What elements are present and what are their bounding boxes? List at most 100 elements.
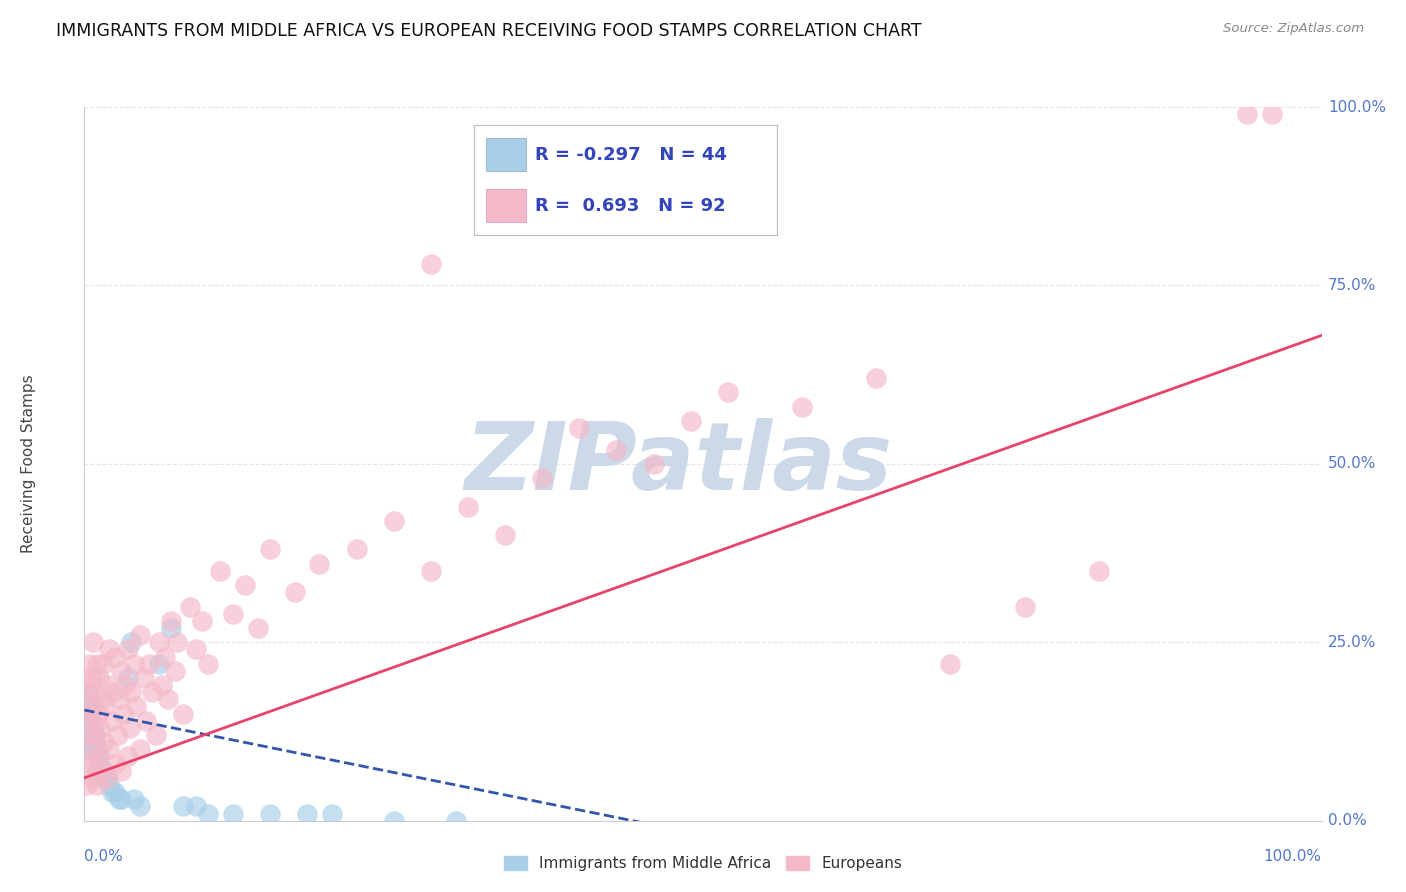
- Point: [172, 799, 194, 814]
- Point: [1014, 599, 1036, 614]
- Point: [129, 628, 152, 642]
- Text: IMMIGRANTS FROM MIDDLE AFRICA VS EUROPEAN RECEIVING FOOD STAMPS CORRELATION CHAR: IMMIGRANTS FROM MIDDLE AFRICA VS EUROPEA…: [56, 22, 922, 40]
- Point: [141, 685, 163, 699]
- Point: [96, 771, 118, 785]
- Point: [79, 721, 101, 735]
- Point: [135, 714, 157, 728]
- Point: [86, 742, 108, 756]
- Text: 100.0%: 100.0%: [1327, 100, 1386, 114]
- Point: [80, 742, 103, 756]
- Point: [117, 642, 139, 657]
- Point: [110, 764, 132, 778]
- Point: [89, 671, 111, 685]
- Text: 25.0%: 25.0%: [1327, 635, 1376, 649]
- Point: [79, 657, 101, 671]
- Point: [104, 785, 127, 799]
- Text: 0.0%: 0.0%: [1327, 814, 1367, 828]
- Point: [120, 685, 142, 699]
- Point: [308, 557, 330, 571]
- Point: [120, 721, 142, 735]
- Point: [76, 706, 98, 721]
- Text: 100.0%: 100.0%: [1264, 849, 1322, 864]
- Point: [98, 642, 121, 657]
- Point: [197, 657, 219, 671]
- Point: [83, 756, 105, 771]
- Point: [346, 542, 368, 557]
- Point: [101, 685, 124, 699]
- Point: [148, 657, 170, 671]
- Point: [1088, 564, 1111, 578]
- Point: [117, 749, 139, 764]
- Point: [157, 692, 180, 706]
- Point: [104, 756, 127, 771]
- Point: [129, 742, 152, 756]
- Point: [80, 671, 103, 685]
- Point: [259, 542, 281, 557]
- Point: [89, 749, 111, 764]
- Point: [153, 649, 176, 664]
- Point: [79, 699, 101, 714]
- Point: [96, 678, 118, 692]
- Point: [77, 742, 100, 756]
- Point: [132, 671, 155, 685]
- Point: [1261, 107, 1284, 121]
- Point: [321, 806, 343, 821]
- Point: [246, 621, 269, 635]
- Point: [82, 742, 104, 756]
- Point: [77, 685, 100, 699]
- Point: [89, 756, 111, 771]
- Point: [108, 792, 131, 806]
- Legend: Immigrants from Middle Africa, Europeans: Immigrants from Middle Africa, Europeans: [498, 849, 908, 877]
- Point: [138, 657, 160, 671]
- Point: [150, 678, 173, 692]
- Point: [108, 692, 131, 706]
- Point: [80, 699, 103, 714]
- Point: [104, 649, 127, 664]
- Point: [166, 635, 188, 649]
- Point: [939, 657, 962, 671]
- Point: [222, 806, 245, 821]
- Point: [605, 442, 627, 457]
- Point: [125, 699, 148, 714]
- Point: [419, 564, 441, 578]
- Point: [110, 664, 132, 678]
- Point: [259, 806, 281, 821]
- Point: [117, 671, 139, 685]
- Point: [83, 728, 105, 742]
- Text: Source: ZipAtlas.com: Source: ZipAtlas.com: [1223, 22, 1364, 36]
- Point: [112, 706, 135, 721]
- Point: [129, 799, 152, 814]
- Text: 0.0%: 0.0%: [84, 849, 124, 864]
- Point: [110, 792, 132, 806]
- Point: [209, 564, 232, 578]
- Point: [568, 421, 591, 435]
- Point: [91, 764, 114, 778]
- Point: [531, 471, 554, 485]
- Point: [77, 706, 100, 721]
- Text: Receiving Food Stamps: Receiving Food Stamps: [21, 375, 37, 553]
- Point: [679, 414, 702, 428]
- Point: [75, 671, 97, 685]
- Point: [1236, 107, 1258, 121]
- Point: [76, 778, 98, 792]
- Point: [148, 635, 170, 649]
- Point: [160, 621, 183, 635]
- Point: [100, 785, 122, 799]
- Point: [184, 642, 207, 657]
- Point: [80, 728, 103, 742]
- Point: [100, 714, 122, 728]
- Point: [122, 657, 145, 671]
- Point: [94, 699, 117, 714]
- Point: [172, 706, 194, 721]
- Point: [90, 692, 112, 706]
- Point: [114, 678, 136, 692]
- Point: [93, 764, 115, 778]
- Point: [84, 728, 107, 742]
- Point: [98, 742, 121, 756]
- Point: [107, 728, 129, 742]
- Point: [75, 714, 97, 728]
- Point: [82, 721, 104, 735]
- Point: [382, 514, 405, 528]
- Point: [163, 664, 186, 678]
- Point: [494, 528, 516, 542]
